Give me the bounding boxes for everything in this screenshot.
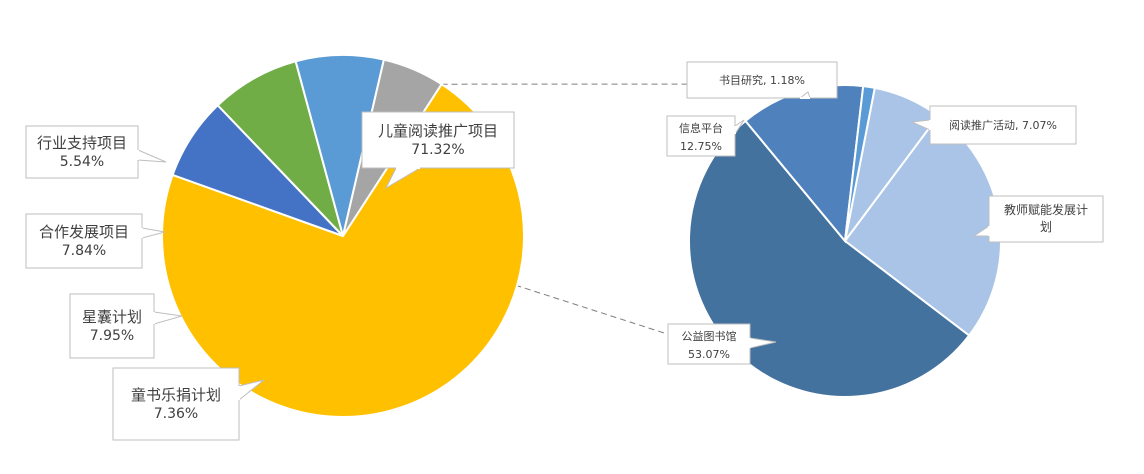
breakdown-pie-label-0: 阅读推广活动, 7.07% [910,105,1077,145]
main-pie-label-name-2: 星囊计划 [82,308,142,326]
breakdown-pie-label-name-1-0: 教师赋能发展计 [1004,202,1088,217]
main-pie-label-value-1: 7.36% [154,406,198,422]
main-pie-label-box-2 [69,293,155,359]
main-pie-label-2: 星囊计划 7.95% [69,293,183,359]
main-pie-label-value-0: 71.32% [411,142,464,158]
main-pie-label-0: 儿童阅读推广项目 71.32% [361,111,515,190]
main-pie-label-pointer-4 [137,149,167,163]
main-pie-label-value-4: 5.54% [60,154,104,170]
main-pie-label-name-3: 合作发展项目 [39,223,129,241]
breakdown-pie-label-text-4: 书目研究, 1.18% [719,73,805,87]
breakdown-pie-label-box-0 [929,105,1077,145]
main-pie-label-4: 行业支持项目 5.54% [25,125,167,179]
data-labels: 儿童阅读推广项目 71.32% 童书乐捐计划 7.36% 星囊计划 7.95% 合作发展项目… [25,61,1104,441]
breakdown-pie [688,84,1002,399]
main-pie-label-value-3: 7.84% [62,243,106,259]
main-pie-label-name-4: 行业支持项目 [37,134,127,152]
breakdown-pie-label-name-1-1: 划 [1040,220,1052,234]
main-pie-label-1: 童书乐捐计划 7.36% [112,367,265,441]
breakdown-pie-label-box-3 [666,115,736,157]
main-pie-label-box-3 [25,213,143,269]
breakdown-pie-label-text-0: 阅读推广活动, 7.07% [949,118,1057,132]
main-pie-label-name-1: 童书乐捐计划 [131,386,221,404]
breakdown-pie-label-value-3: 12.75% [680,140,722,153]
main-pie-slice-2 [216,60,344,237]
main-pie-label-box-1 [112,367,240,441]
breakdown-pie-label-2: 公益图书馆 53.07% [667,323,777,365]
main-pie-label-pointer-2 [153,311,183,325]
main-pie [161,54,525,418]
main-pie-label-value-2: 7.95% [90,328,134,344]
breakdown-pie-slice-4 [844,84,876,242]
breakdown-pie-label-box-2 [667,323,751,365]
breakdown-pie-label-name-3: 信息平台 [679,121,723,135]
main-pie-label-box-0 [361,111,515,169]
breakdown-pie-label-3: 信息平台 12.75% [666,115,745,157]
main-pie-label-3: 合作发展项目 7.84% [25,213,166,269]
breakdown-pie-label-box-4 [686,61,838,99]
breakdown-pie-label-value-2: 53.07% [688,348,730,361]
breakdown-pie-label-box-1 [988,195,1104,243]
breakdown-pie-label-name-2: 公益图书馆 [682,329,737,343]
main-pie-label-name-0: 儿童阅读推广项目 [378,122,498,140]
breakdown-pie-label-4: 书目研究, 1.18% [686,61,838,99]
